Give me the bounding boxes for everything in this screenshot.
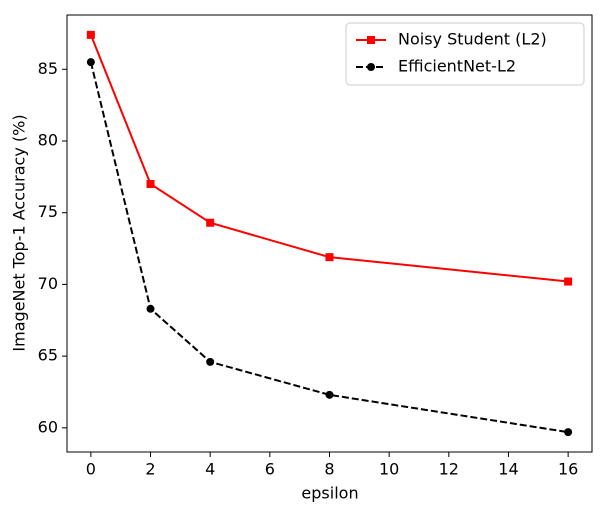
x-tick-label: 10 [379, 460, 399, 479]
x-tick-label: 16 [558, 460, 578, 479]
y-tick-label: 85 [38, 59, 58, 78]
legend-label: EfficientNet-L2 [398, 57, 516, 76]
marker [325, 390, 334, 399]
legend-label: Noisy Student (L2) [398, 30, 547, 49]
y-tick-label: 75 [38, 202, 58, 221]
x-tick-label: 6 [265, 460, 275, 479]
y-tick-label: 70 [38, 274, 58, 293]
y-tick-label: 65 [38, 346, 58, 365]
marker [86, 58, 95, 67]
marker [564, 277, 573, 286]
series-line [89, 61, 569, 434]
legend-box [345, 22, 585, 86]
marker [86, 30, 95, 39]
x-tick-label: 0 [86, 460, 96, 479]
x-tick-label: 12 [439, 460, 459, 479]
y-axis-label: ImageNet Top-1 Accuracy (%) [10, 114, 29, 351]
y-tick-label: 80 [38, 130, 58, 149]
x-tick-label: 4 [205, 460, 215, 479]
x-axis-label: epsilon [301, 484, 358, 503]
x-tick-label: 2 [145, 460, 155, 479]
y-tick-label: 60 [38, 417, 58, 436]
x-tick-label: 14 [498, 460, 518, 479]
marker [206, 357, 215, 366]
marker [146, 180, 155, 189]
marker [146, 304, 155, 313]
marker [206, 218, 215, 227]
marker [325, 253, 334, 262]
legend-marker [367, 36, 375, 44]
marker [564, 428, 573, 437]
x-tick-label: 8 [324, 460, 334, 479]
plot-frame [66, 14, 593, 453]
legend-marker [367, 63, 375, 71]
